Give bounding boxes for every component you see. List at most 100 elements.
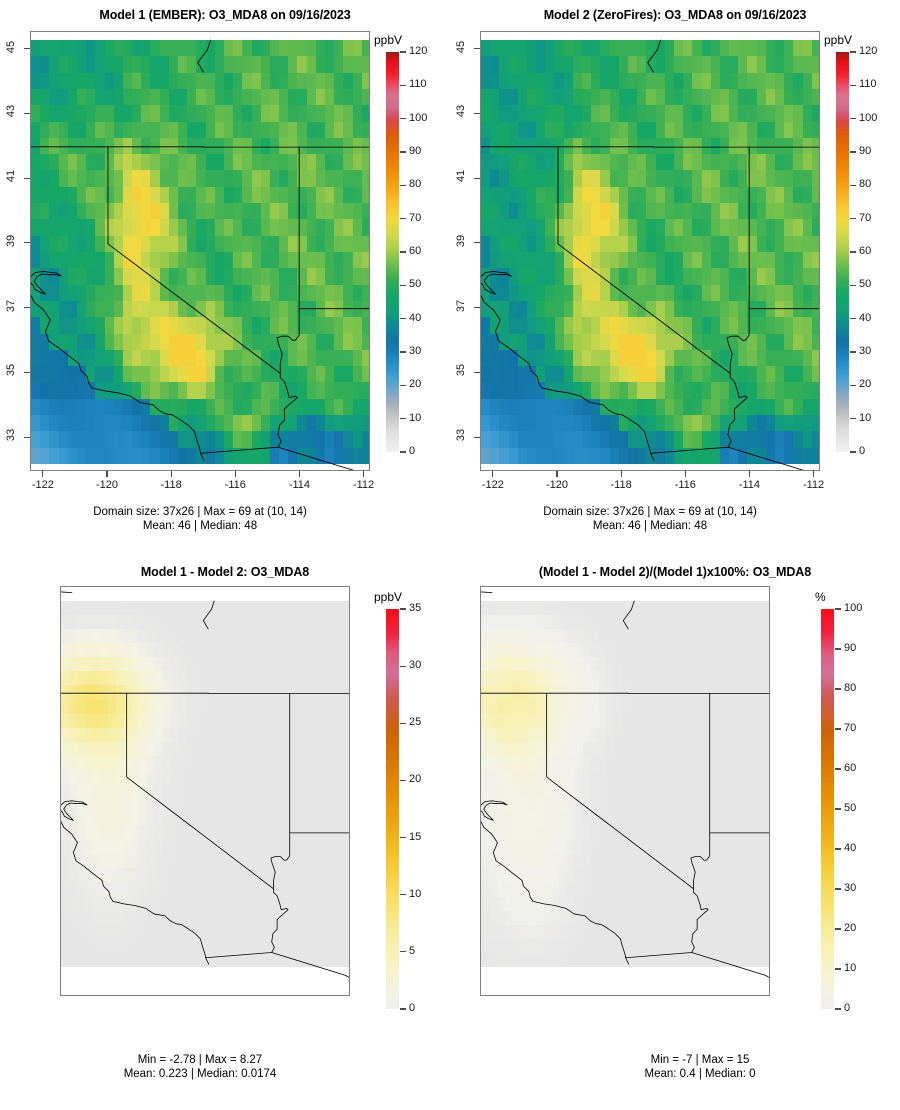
y-tick-label: 45	[5, 40, 17, 53]
panel-title-model2: Model 2 (ZeroFires): O3_MDA8 on 09/16/20…	[543, 8, 807, 22]
colorbar-tick	[400, 118, 406, 120]
colorbar-tick-label: 30	[859, 345, 872, 357]
colorbar-tick-label: 5	[409, 944, 416, 957]
raster-difference	[61, 587, 349, 995]
colorbar-tick	[400, 665, 406, 667]
footer-difference: Min = -2.78 | Max = 8.27 Mean: 0.223 | M…	[0, 1053, 400, 1081]
colorbar-tick	[835, 808, 841, 810]
panel-title-difference: Model 1 - Model 2: O3_MDA8	[140, 565, 310, 579]
colorbar-tick	[850, 184, 856, 186]
colorbar-tick-label: 10	[844, 962, 857, 974]
footer-percent-difference: Min = -7 | Max = 15 Mean: 0.4 | Median: …	[500, 1053, 900, 1081]
colorbar-tick	[835, 608, 841, 610]
colorbar-strip-model1	[386, 52, 399, 452]
colorbar-tick-label: 15	[409, 830, 422, 843]
colorbar-tick-label: 90	[844, 642, 857, 654]
x-tick	[556, 471, 558, 477]
y-tick	[474, 242, 480, 244]
footer-line1-difference: Min = -2.78 | Max = 8.27	[137, 1054, 263, 1066]
y-tick	[24, 48, 30, 50]
raster-model2	[481, 32, 819, 470]
colorbar-tick-label: 20	[409, 773, 422, 786]
panel-model2: Model 2 (ZeroFires): O3_MDA8 on 09/16/20…	[450, 0, 900, 545]
colorbar-tick-label: 20	[859, 378, 872, 391]
y-tick	[474, 436, 480, 438]
colorbar-difference: ppbV 0 5 10 15 20 25 30 35	[374, 590, 446, 1014]
colorbar-tick-label: 25	[409, 716, 422, 729]
colorbar-tick	[835, 928, 841, 930]
footer-model2: Domain size: 37x26 | Max = 69 at (10, 14…	[450, 505, 850, 533]
colorbar-tick-label: 120	[409, 45, 428, 57]
y-tick-label: 37	[455, 299, 467, 312]
colorbar-tick	[400, 351, 406, 353]
colorbar-tick-label: 0	[844, 1002, 851, 1014]
colorbar-tick	[850, 51, 856, 53]
x-tick-label: -122	[481, 479, 504, 491]
x-tick-label: -112	[352, 479, 375, 491]
colorbar-tick	[400, 779, 406, 782]
colorbar-tick-label: 30	[409, 345, 422, 357]
x-tick	[234, 471, 236, 477]
footer-line1-percent-difference: Min = -7 | Max = 15	[650, 1054, 750, 1066]
footer-line2-difference: Mean: 0.223 | Median: 0.0174	[123, 1068, 277, 1080]
y-tick-label: 35	[455, 364, 467, 377]
map-model2[interactable]	[480, 31, 820, 471]
colorbar-tick-label: 60	[844, 762, 857, 774]
y-tick-label: 33	[455, 428, 467, 442]
colorbar-tick-label: 40	[859, 311, 872, 324]
y-tick	[24, 242, 30, 244]
colorbar-tick	[850, 118, 856, 120]
colorbar-tick	[850, 351, 856, 353]
y-tick-label: 37	[5, 299, 17, 312]
footer-line2-model2: Mean: 46 | Median: 48	[592, 520, 708, 532]
footer-line2-model1: Mean: 46 | Median: 48	[142, 520, 258, 532]
y-tick-label: 39	[455, 234, 467, 248]
y-tick	[24, 371, 30, 373]
colorbar-tick-label: 60	[859, 245, 872, 257]
colorbar-unit-difference: ppbV	[374, 590, 403, 604]
colorbar-tick	[850, 318, 856, 320]
x-tick-label: -120	[95, 479, 118, 491]
colorbar-tick	[400, 384, 406, 386]
x-tick	[170, 471, 172, 477]
colorbar-tick	[400, 722, 406, 724]
y-tick	[24, 112, 30, 115]
x-tick	[620, 471, 622, 477]
colorbar-tick	[400, 608, 406, 610]
colorbar-tick	[835, 888, 841, 890]
x-tick	[492, 471, 494, 477]
colorbar-tick-label: 10	[859, 411, 872, 424]
colorbar-tick-label: 70	[844, 722, 857, 734]
colorbar-tick-label: 20	[409, 378, 422, 391]
x-tick	[812, 471, 815, 477]
colorbar-tick-label: 60	[409, 245, 422, 257]
map-percent-difference[interactable]	[480, 586, 770, 996]
colorbar-tick-label: 20	[844, 922, 857, 934]
x-tick-label: -122	[31, 479, 54, 491]
colorbar-tick	[400, 51, 406, 53]
colorbar-tick	[400, 184, 406, 186]
raster-model1	[31, 32, 369, 470]
y-tick	[474, 177, 480, 179]
map-model1[interactable]	[30, 31, 370, 471]
colorbar-tick	[400, 894, 406, 896]
colorbar-tick-label: 100	[409, 111, 428, 124]
x-tick-label: -114	[738, 479, 761, 491]
colorbar-tick-label: 0	[409, 1002, 416, 1014]
colorbar-tick	[400, 836, 406, 839]
colorbar-tick	[850, 251, 856, 253]
map-difference[interactable]	[60, 586, 350, 996]
y-tick-label: 35	[5, 364, 17, 377]
colorbar-tick-label: 50	[844, 802, 857, 814]
colorbar-percent-difference: % 0 10 20 30 40 50 60 70 80 90 100	[815, 590, 881, 1014]
x-tick-label: -118	[160, 479, 182, 491]
colorbar-tick-label: 0	[859, 445, 866, 457]
colorbar-strip-difference	[386, 609, 399, 1009]
x-tick-label: -114	[288, 479, 311, 491]
colorbar-tick	[400, 1008, 406, 1010]
colorbar-tick	[850, 84, 856, 86]
raster-percent-difference	[481, 587, 769, 995]
colorbar-tick	[850, 284, 856, 286]
colorbar-tick	[835, 688, 841, 690]
